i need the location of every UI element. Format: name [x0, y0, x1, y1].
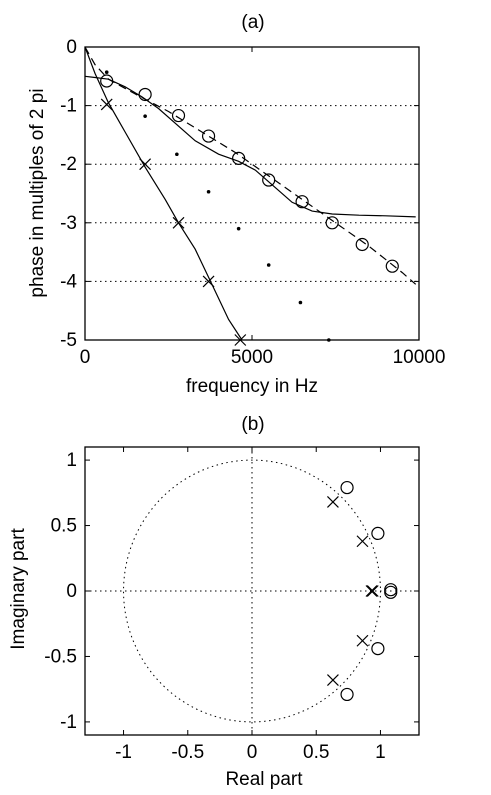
panel-b-ylabel: Imaginary part: [8, 528, 29, 650]
y-tick-label: -3: [60, 213, 77, 234]
y-tick-label: 1: [66, 450, 77, 471]
panel-a-title: (a): [241, 12, 264, 33]
panel-b: (b) -1 -0.5 0 0.5 1 1 0.5 0 -0.5 -1 Real part Ima…: [8, 414, 420, 790]
x-tick-label: 0: [247, 742, 258, 763]
panel-a: (a) 0 5000 10000 0 -1 -2 -3 -4 -5 frequency in H…: [27, 12, 445, 397]
data-point-cross: [366, 585, 379, 597]
x-tick-label: -1: [115, 742, 132, 763]
x-tick-label: 5000: [231, 347, 273, 368]
data-point-circle: [384, 585, 398, 599]
y-tick-label: -1: [60, 712, 77, 733]
panel-a-ticks: 0 5000 10000 0 -1 -2 -3 -4 -5: [60, 37, 445, 368]
y-tick-label: -2: [60, 154, 77, 175]
data-point-cross: [327, 496, 339, 508]
y-tick-label: 0: [66, 37, 77, 58]
data-point-circle: [371, 641, 385, 656]
data-point-circle: [371, 526, 385, 541]
data-point-circle: [262, 173, 276, 187]
data-point-circle: [201, 129, 216, 143]
data-point-dot: [143, 114, 147, 118]
x-tick-label: 10000: [393, 347, 446, 368]
data-point-cross: [365, 585, 378, 597]
data-point-circle: [171, 108, 186, 123]
data-point-circle: [340, 687, 354, 702]
data-point-cross: [356, 634, 369, 647]
data-point-cross: [139, 158, 152, 171]
x-tick-label: 0: [80, 347, 91, 368]
data-point-cross: [100, 98, 113, 111]
data-point-circle: [232, 151, 246, 165]
data-point-circle: [385, 259, 399, 273]
data-point-circle: [295, 195, 309, 209]
panel-a-plot-frame: [84, 46, 420, 341]
data-point-circle: [100, 74, 114, 88]
panel-b-title: (b): [241, 414, 264, 435]
y-tick-label: 0: [66, 581, 77, 602]
data-point-dot: [104, 70, 109, 74]
y-tick-label: -4: [60, 271, 77, 292]
data-point-dot: [175, 152, 179, 157]
x-tick-label: 0.5: [303, 742, 329, 763]
panel-a-series: [84, 46, 417, 346]
panel-b-series: [327, 480, 398, 702]
series-line-dashed: [84, 46, 417, 285]
y-tick-label: 0.5: [51, 516, 77, 537]
series-line-solid: [84, 46, 243, 341]
data-point-circle: [355, 237, 369, 252]
data-point-cross: [234, 334, 247, 346]
data-point-circle: [384, 583, 398, 597]
data-point-dot: [298, 300, 303, 305]
data-point-dot: [266, 263, 271, 267]
x-tick-label: -0.5: [171, 742, 204, 763]
data-point-circle: [340, 480, 354, 495]
data-point-cross: [202, 275, 215, 288]
data-point-circle: [138, 87, 152, 102]
panel-b-guides: [85, 447, 419, 735]
data-point-dot: [236, 226, 241, 231]
panel-b-ticks: -1 -0.5 0 0.5 1 1 0.5 0 -0.5 -1: [44, 447, 419, 763]
panel-a-xlabel: frequency in Hz: [186, 376, 318, 397]
x-tick-label: 1: [375, 742, 386, 763]
panel-b-xlabel: Real part: [225, 769, 303, 790]
data-point-cross: [356, 535, 369, 548]
y-tick-label: -5: [60, 330, 77, 351]
data-point-cross: [172, 216, 185, 229]
data-point-dot: [327, 338, 331, 342]
data-point-dot: [206, 189, 211, 194]
series-line-solid: [84, 75, 416, 218]
panel-a-grid: [85, 105, 419, 282]
data-point-cross: [327, 674, 339, 686]
data-point-circle: [325, 216, 339, 230]
y-tick-label: -1: [60, 96, 77, 117]
panel-a-ylabel: phase in multiples of 2 pi: [27, 88, 48, 297]
y-tick-label: -0.5: [44, 646, 77, 667]
